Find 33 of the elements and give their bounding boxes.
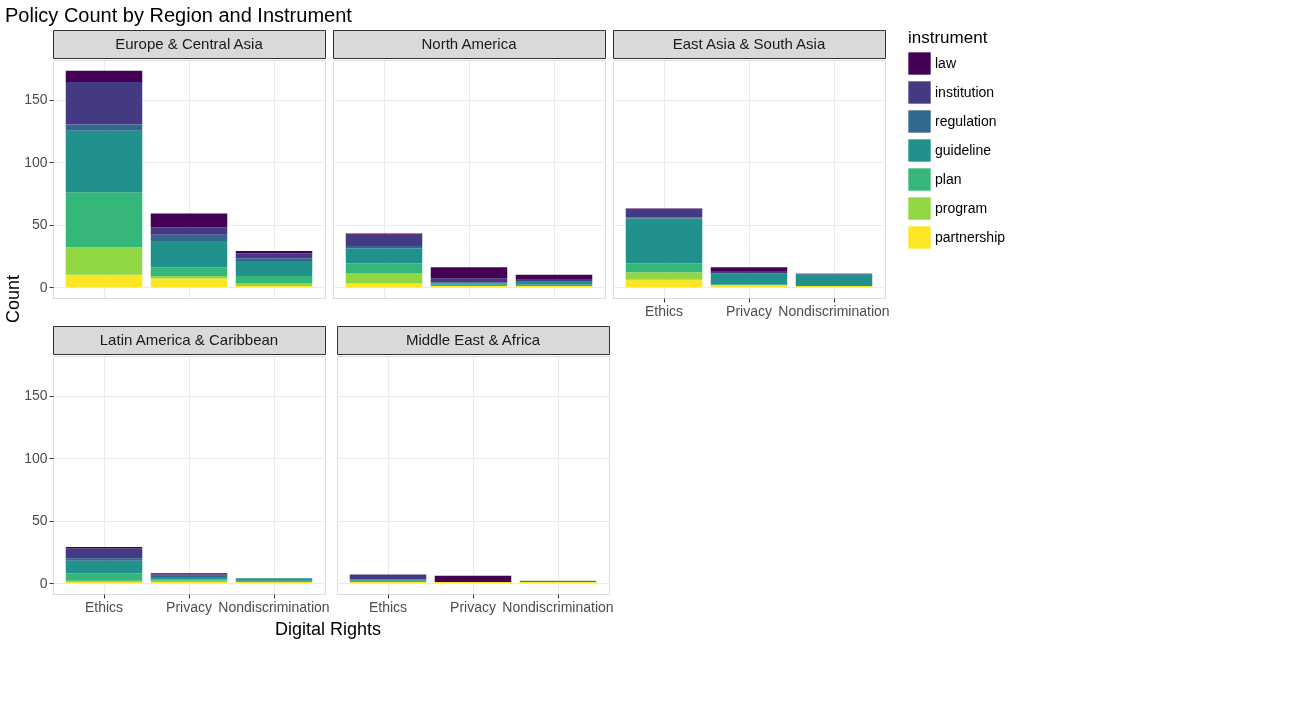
x-tick-label: Nondiscrimination xyxy=(218,598,330,615)
legend-title: instrument xyxy=(908,28,988,47)
x-tick-label: Privacy xyxy=(450,598,496,615)
legend-label: program xyxy=(935,199,988,216)
legend-label: guideline xyxy=(935,141,992,158)
y-tick-label: 0 xyxy=(39,574,48,591)
x-axis-title: Digital Rights xyxy=(274,619,382,639)
x-tick-label: Ethics xyxy=(84,598,124,615)
x-tick-label: Privacy xyxy=(166,598,212,615)
legend-label: regulation xyxy=(935,112,997,129)
x-tick-label: Ethics xyxy=(644,302,684,319)
legend-label: partnership xyxy=(935,228,1006,245)
legend-label: plan xyxy=(935,170,962,187)
y-tick-label: 150 xyxy=(24,387,48,404)
y-tick-label: 50 xyxy=(31,216,48,233)
y-tick-label: 0 xyxy=(39,278,48,295)
chart-subtitle: Europe & Central Asia xyxy=(115,35,264,52)
y-tick-label: 100 xyxy=(24,153,48,170)
y-axis-title: Count xyxy=(3,274,23,324)
chart-subtitle: North America xyxy=(421,35,518,52)
y-tick-label: 150 xyxy=(24,91,48,108)
y-tick-label: 50 xyxy=(31,512,48,529)
legend-label: law xyxy=(935,54,957,71)
legend-label: institution xyxy=(935,83,995,100)
x-tick-label: Nondiscrimination xyxy=(502,598,614,615)
x-tick-label: Ethics xyxy=(368,598,408,615)
x-tick-label: Privacy xyxy=(726,302,772,319)
y-tick-label: 100 xyxy=(24,449,48,466)
chart-subtitle: Latin America & Caribbean xyxy=(99,331,279,348)
chart-title: Policy Count by Region and Instrument xyxy=(5,3,353,26)
chart-subtitle: Middle East & Africa xyxy=(405,331,541,348)
x-tick-label: Nondiscrimination xyxy=(778,302,890,319)
chart-subtitle: East Asia & South Asia xyxy=(672,35,826,52)
